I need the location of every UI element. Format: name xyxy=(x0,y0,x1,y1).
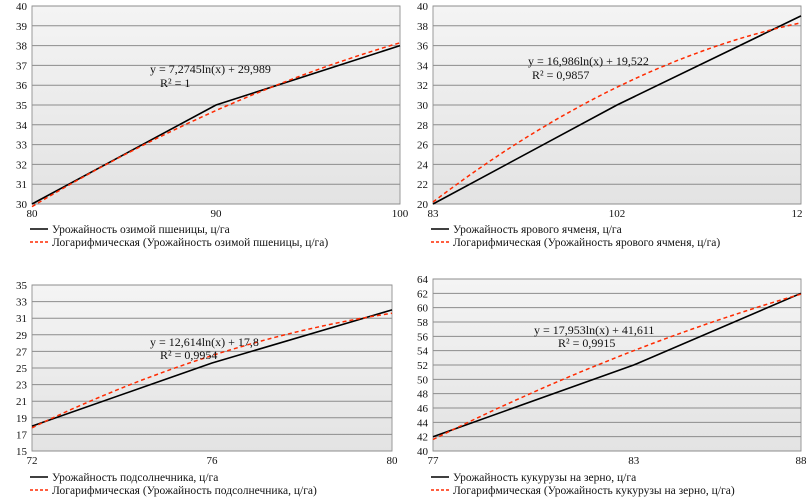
y-tick-label: 30 xyxy=(417,100,429,112)
r-squared: R² = 0,9954 xyxy=(160,348,217,362)
x-tick-label: 77 xyxy=(428,455,440,467)
y-tick-label: 31 xyxy=(16,179,27,191)
y-tick-label: 62 xyxy=(417,288,428,300)
yield-series xyxy=(31,309,393,427)
y-tick-label: 21 xyxy=(16,396,27,408)
y-tick-label: 40 xyxy=(16,1,28,13)
x-tick-label: 80 xyxy=(27,208,39,220)
y-tick-label: 33 xyxy=(16,297,28,309)
y-tick-label: 36 xyxy=(417,41,429,53)
x-tick-label: 76 xyxy=(207,455,219,467)
trendline-series xyxy=(31,42,401,208)
y-tick-label: 35 xyxy=(16,280,28,292)
legend-entry: Урожайность озимой пшеницы, ц/га xyxy=(52,224,230,236)
chart-1: 30 31 32 33 34 35 36 37 38 39 40 80 90 100 y = 7,2745l… xyxy=(16,1,409,249)
y-tick-label: 33 xyxy=(16,140,28,152)
x-tick-label: 88 xyxy=(796,455,806,467)
x-tick-label: 90 xyxy=(211,208,223,220)
x-tick-label: 12 xyxy=(792,208,803,220)
y-tick-label: 40 xyxy=(417,446,429,458)
y-tick-label: 17 xyxy=(16,429,28,441)
trendline-series xyxy=(31,312,393,429)
y-tick-label: 20 xyxy=(417,199,429,211)
x-tick-label: 80 xyxy=(387,455,399,467)
y-tick-label: 15 xyxy=(16,446,28,458)
trend-equation: y = 17,953ln(x) + 41,611 xyxy=(534,323,654,337)
y-tick-label: 56 xyxy=(417,331,429,343)
y-tick-label: 34 xyxy=(417,60,429,72)
legend-entry: Логарифмическая (Урожайность озимой пшен… xyxy=(52,237,328,249)
x-tick-label: 83 xyxy=(428,208,440,220)
x-tick-label: 83 xyxy=(628,455,640,467)
x-tick-label: 102 xyxy=(609,208,626,220)
y-tick-label: 58 xyxy=(417,317,429,329)
legend-entry: Урожайность кукурузы на зерно, ц/га xyxy=(453,472,636,484)
y-tick-label: 32 xyxy=(417,80,428,92)
y-tick-label: 50 xyxy=(417,374,429,386)
y-tick-label: 23 xyxy=(16,380,28,392)
x-tick-label: 72 xyxy=(27,455,38,467)
y-tick-label: 27 xyxy=(16,346,28,358)
y-tick-label: 40 xyxy=(417,1,429,13)
y-tick-label: 48 xyxy=(417,389,429,401)
y-tick-label: 60 xyxy=(417,303,429,315)
chart-2: 20 22 24 26 28 30 32 34 36 38 40 83 102 12 y = 16,986l… xyxy=(417,1,803,249)
y-tick-label: 44 xyxy=(417,417,429,429)
y-tick-label: 35 xyxy=(16,100,28,112)
y-tick-label: 54 xyxy=(417,346,429,358)
trend-equation: y = 7,2745ln(x) + 29,989 xyxy=(150,62,271,76)
y-tick-label: 25 xyxy=(16,363,28,375)
chart-3: 15 17 19 21 23 25 27 29 31 33 35 72 76 80 y = 12,614ln… xyxy=(16,280,398,497)
legend-entry: Урожайность ярового ячменя, ц/га xyxy=(453,224,622,236)
y-tick-label: 37 xyxy=(16,60,28,72)
yield-series xyxy=(432,15,802,205)
y-tick-label: 29 xyxy=(16,330,28,342)
legend-entry: Урожайность подсолнечника, ц/га xyxy=(52,472,218,484)
legend-entry: Логарифмическая (Урожайность ярового ячм… xyxy=(453,237,720,249)
yield-series xyxy=(432,292,802,438)
trendline-series xyxy=(432,293,802,441)
trend-equation: y = 16,986ln(x) + 19,522 xyxy=(528,54,649,68)
y-tick-label: 38 xyxy=(16,41,28,53)
r-squared: R² = 1 xyxy=(160,76,190,90)
r-squared: R² = 0,9915 xyxy=(558,336,615,350)
x-tick-label: 100 xyxy=(392,208,409,220)
trendline-series xyxy=(432,22,802,203)
y-tick-label: 42 xyxy=(417,432,428,444)
chart-4: 40 42 44 46 48 50 52 54 56 58 60 62 64 77 83 88 y = 17,9… xyxy=(417,274,806,497)
y-tick-label: 34 xyxy=(16,120,28,132)
legend-entry: Логарифмическая (Урожайность кукурузы на… xyxy=(453,485,735,497)
y-tick-label: 22 xyxy=(417,179,428,191)
y-tick-label: 36 xyxy=(16,80,28,92)
y-tick-label: 28 xyxy=(417,120,429,132)
legend-entry: Логарифмическая (Урожайность подсолнечни… xyxy=(52,485,317,497)
y-tick-label: 19 xyxy=(16,413,28,425)
y-tick-label: 38 xyxy=(417,21,429,33)
y-tick-label: 24 xyxy=(417,159,429,171)
y-tick-label: 39 xyxy=(16,21,28,33)
y-tick-label: 31 xyxy=(16,313,27,325)
r-squared: R² = 0,9857 xyxy=(532,68,589,82)
y-tick-label: 26 xyxy=(417,140,429,152)
y-tick-label: 64 xyxy=(417,274,429,286)
trend-equation: y = 12,614ln(x) + 17,8 xyxy=(150,335,259,349)
y-tick-label: 32 xyxy=(16,159,27,171)
y-tick-label: 46 xyxy=(417,403,429,415)
y-tick-label: 30 xyxy=(16,199,28,211)
y-tick-label: 52 xyxy=(417,360,428,372)
